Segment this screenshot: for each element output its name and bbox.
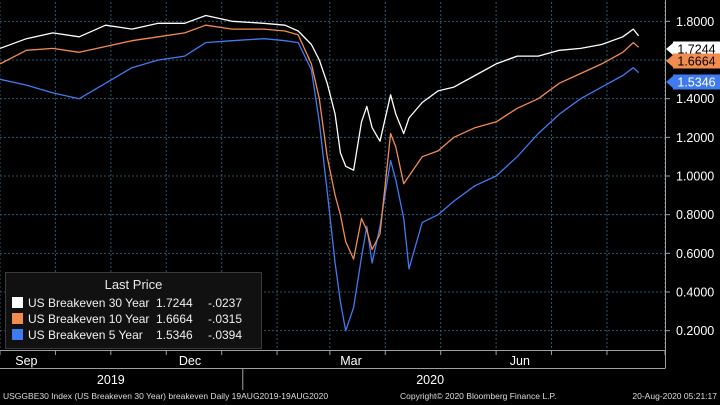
y-tick-label: 1.2000 — [676, 131, 714, 145]
series-line — [0, 14, 640, 171]
series-line — [0, 24, 640, 260]
legend-row-10y: US Breakeven 10 Year 1.6664 -.0315 — [12, 312, 242, 326]
legend-row-5y: US Breakeven 5 Year 1.5346 -.0394 — [12, 328, 242, 342]
x-month-label: Dec — [179, 354, 201, 368]
y-tick-label: 0.2000 — [676, 324, 714, 338]
legend-name-30y: US Breakeven 30 Year — [28, 296, 150, 310]
last-price-tag — [673, 53, 720, 69]
last-price-tag-pointer — [666, 76, 673, 88]
legend-row-30y: US Breakeven 30 Year 1.7244 -.0237 — [12, 296, 242, 310]
x-month-label: Sep — [15, 354, 37, 368]
x-axis: Sep Dec Mar Jun 2019 2020 — [0, 350, 666, 390]
footer-source: USGGBE30 Index (US Breakeven 30 Year) br… — [3, 391, 329, 401]
legend-value-10y: 1.6664 — [156, 312, 193, 326]
x-month-label: Jun — [510, 354, 530, 368]
legend-name-10y: US Breakeven 10 Year — [28, 312, 150, 326]
last-price-tag-label: 1.7244 — [677, 43, 715, 57]
legend-swatch-10y — [12, 313, 23, 324]
legend-swatch-30y — [12, 297, 23, 308]
footer-copyright: Copyright© 2020 Bloomberg Finance L.P. — [400, 391, 557, 401]
legend-change-30y: -.0237 — [208, 296, 243, 310]
y-tick-label: 0.6000 — [676, 247, 714, 261]
legend-value-5y: 1.5346 — [156, 328, 193, 342]
last-price-tag-pointer — [666, 43, 673, 55]
y-tick-label: 1.4000 — [676, 92, 714, 106]
last-price-tag-pointer — [666, 55, 673, 67]
y-tick-label: 1.0000 — [676, 170, 714, 184]
y-tick-label: 0.8000 — [676, 208, 714, 222]
y-tick-label: 1.8000 — [676, 15, 714, 29]
legend-swatch-5y — [12, 329, 23, 340]
legend-change-10y: -.0315 — [208, 312, 243, 326]
gridlines — [0, 2, 666, 350]
footer-bar: USGGBE30 Index (US Breakeven 30 Year) br… — [0, 390, 720, 405]
footer-timestamp: 20-Aug-2020 05:21:17 — [632, 391, 717, 401]
legend-panel: Last Price US Breakeven 30 Year 1.7244 -.0… — [5, 272, 262, 349]
series-lines — [0, 14, 640, 332]
last-price-tag — [673, 74, 720, 90]
last-price-tag — [673, 41, 720, 57]
last-price-tag-label: 1.5346 — [677, 76, 715, 90]
series-line — [0, 38, 640, 332]
x-year-label: 2020 — [416, 373, 444, 387]
x-year-label: 2019 — [97, 373, 125, 387]
legend-name-5y: US Breakeven 5 Year — [28, 328, 143, 342]
legend-value-30y: 1.7244 — [156, 296, 193, 310]
legend-change-5y: -.0394 — [208, 328, 243, 342]
last-price-tag-label: 1.6664 — [677, 55, 715, 69]
y-tick-label: 0.4000 — [676, 286, 714, 300]
x-month-label: Mar — [340, 354, 362, 368]
legend-title: Last Price — [104, 277, 163, 292]
